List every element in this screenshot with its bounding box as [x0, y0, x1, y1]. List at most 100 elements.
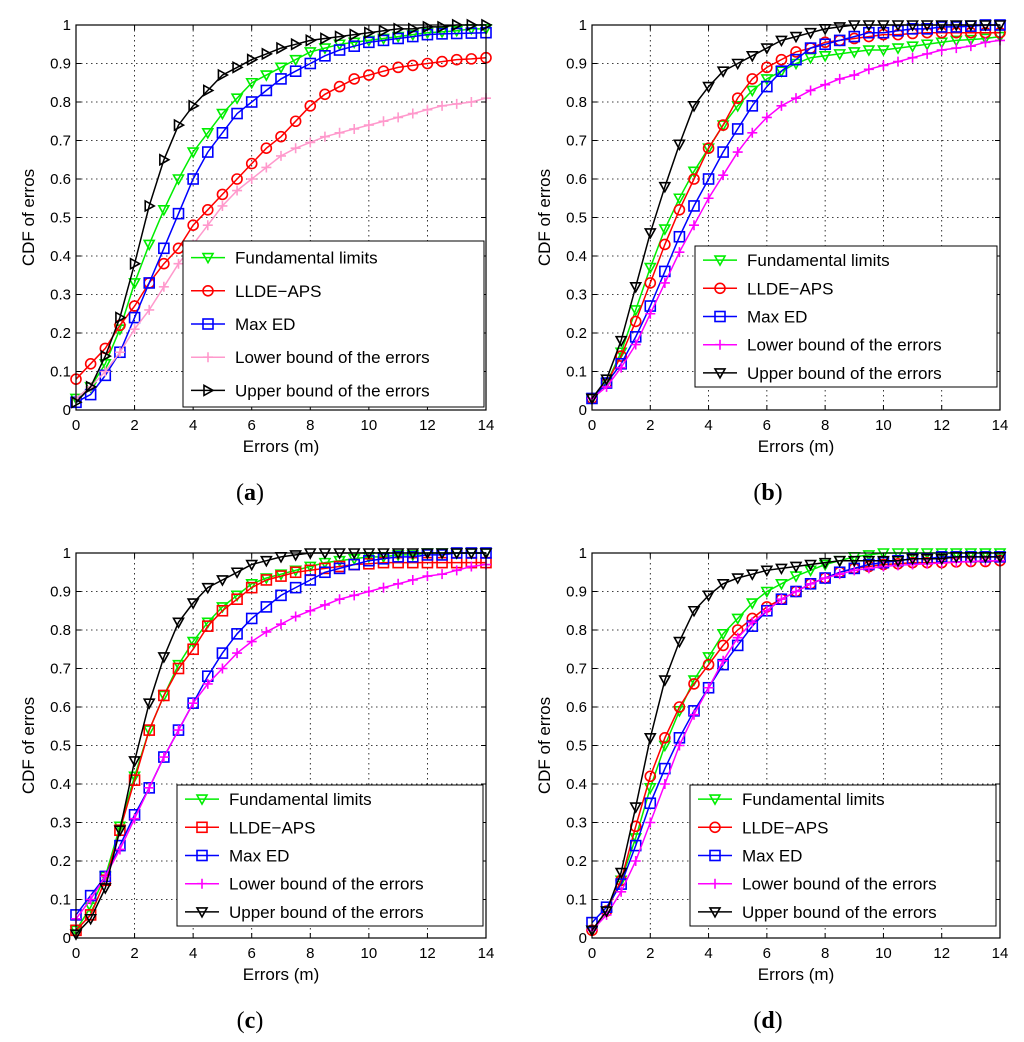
data-point [186, 147, 200, 159]
data-point [289, 581, 302, 594]
data-point [775, 578, 788, 591]
data-point [922, 48, 933, 59]
chart-panel-d: 0 2 4 6 8 10 12 14 0 0.1 0.2 0.3 0.4 0.5 0.6 0.7 0.8 0.9 1… [535, 545, 1008, 1034]
data-point [920, 553, 934, 566]
legend-marker [714, 310, 726, 323]
data-point [702, 590, 715, 602]
data-point [216, 602, 229, 614]
data-point [289, 565, 303, 577]
data-point [702, 173, 715, 185]
data-point [731, 613, 745, 626]
data-point [437, 100, 448, 111]
y-tick-label: 0.2 [566, 325, 587, 342]
data-point [833, 555, 847, 568]
data-point [688, 173, 700, 185]
data-point [761, 112, 772, 123]
data-point [319, 49, 331, 62]
y-tick-label: 0.5 [566, 738, 587, 755]
x-axis-label: Errors (m) [758, 437, 834, 456]
data-point [276, 41, 288, 55]
legend-marker [713, 368, 727, 380]
data-point [259, 70, 273, 82]
data-point [805, 578, 816, 589]
series-3 [71, 559, 491, 924]
data-point [863, 26, 875, 39]
data-point [246, 636, 257, 647]
x-tick-label: 14 [992, 945, 1009, 962]
data-point [216, 108, 229, 121]
legend-item-2: Max ED [703, 308, 807, 327]
legend-item-0: Fundamental limits [703, 251, 890, 270]
x-axis-label: Errors (m) [243, 965, 319, 984]
y-tick-label: 1 [579, 17, 587, 34]
data-point [644, 797, 657, 810]
data-point [819, 38, 831, 51]
legend-label: Upper bound of the errors [235, 381, 430, 400]
data-point [320, 32, 332, 45]
data-point [98, 358, 112, 371]
y-tick-label: 0.8 [566, 622, 587, 639]
data-point [115, 311, 127, 324]
data-point [245, 77, 259, 90]
data-point [202, 220, 213, 231]
data-point [703, 682, 714, 693]
data-point [833, 49, 847, 61]
data-point [275, 570, 287, 582]
data-point [187, 219, 199, 231]
legend: Fundamental limits LLDE−APS Max ED Lower bo… [689, 784, 997, 927]
legend-marker [713, 255, 727, 267]
y-tick-label: 0.2 [50, 325, 71, 342]
data-point [863, 64, 874, 75]
data-point [334, 127, 345, 138]
data-point [406, 550, 420, 562]
data-point [377, 33, 390, 46]
data-point [847, 555, 861, 568]
data-point [378, 582, 389, 593]
data-point [600, 374, 613, 386]
data-point [246, 53, 259, 67]
data-point [820, 79, 831, 90]
data-point [760, 586, 774, 599]
data-point [616, 362, 627, 373]
data-point [791, 586, 801, 597]
data-point [775, 53, 788, 66]
x-tick-label: 10 [361, 945, 378, 962]
data-point [275, 130, 287, 143]
data-point [891, 555, 905, 568]
x-tick-label: 4 [704, 945, 712, 962]
legend-label: LLDE−APS [235, 282, 321, 301]
data-point [790, 53, 802, 66]
panel-caption: (a) [236, 480, 264, 506]
data-point [348, 40, 361, 52]
data-point [450, 53, 463, 66]
data-point [745, 569, 759, 581]
y-tick-label: 0.4 [566, 248, 587, 265]
legend-label: Upper bound of the errors [229, 903, 424, 922]
x-tick-label: 10 [875, 417, 892, 434]
x-tick-label: 2 [646, 945, 654, 962]
data-point [158, 689, 170, 702]
data-point [936, 45, 947, 56]
data-point [187, 643, 199, 656]
legend-item-3: Lower bound of the errors [698, 875, 937, 894]
data-point [716, 629, 730, 641]
data-point [158, 281, 169, 292]
data-point [687, 166, 701, 178]
data-point [84, 357, 97, 370]
data-point [746, 73, 759, 85]
data-point [790, 46, 802, 58]
legend: Fundamental limits LLDE−APS Max ED Lower bo… [176, 784, 484, 927]
data-point [732, 147, 743, 158]
legend-label: LLDE−APS [747, 279, 833, 298]
data-point [216, 575, 229, 587]
legend-marker [203, 352, 213, 363]
data-point [304, 57, 317, 70]
x-tick-label: 0 [588, 945, 596, 962]
data-point [731, 573, 745, 585]
data-point [629, 315, 642, 328]
data-point [688, 200, 700, 212]
data-point [129, 813, 140, 824]
x-axis-label: Errors (m) [243, 437, 319, 456]
data-point [157, 690, 171, 703]
data-point [289, 115, 302, 128]
